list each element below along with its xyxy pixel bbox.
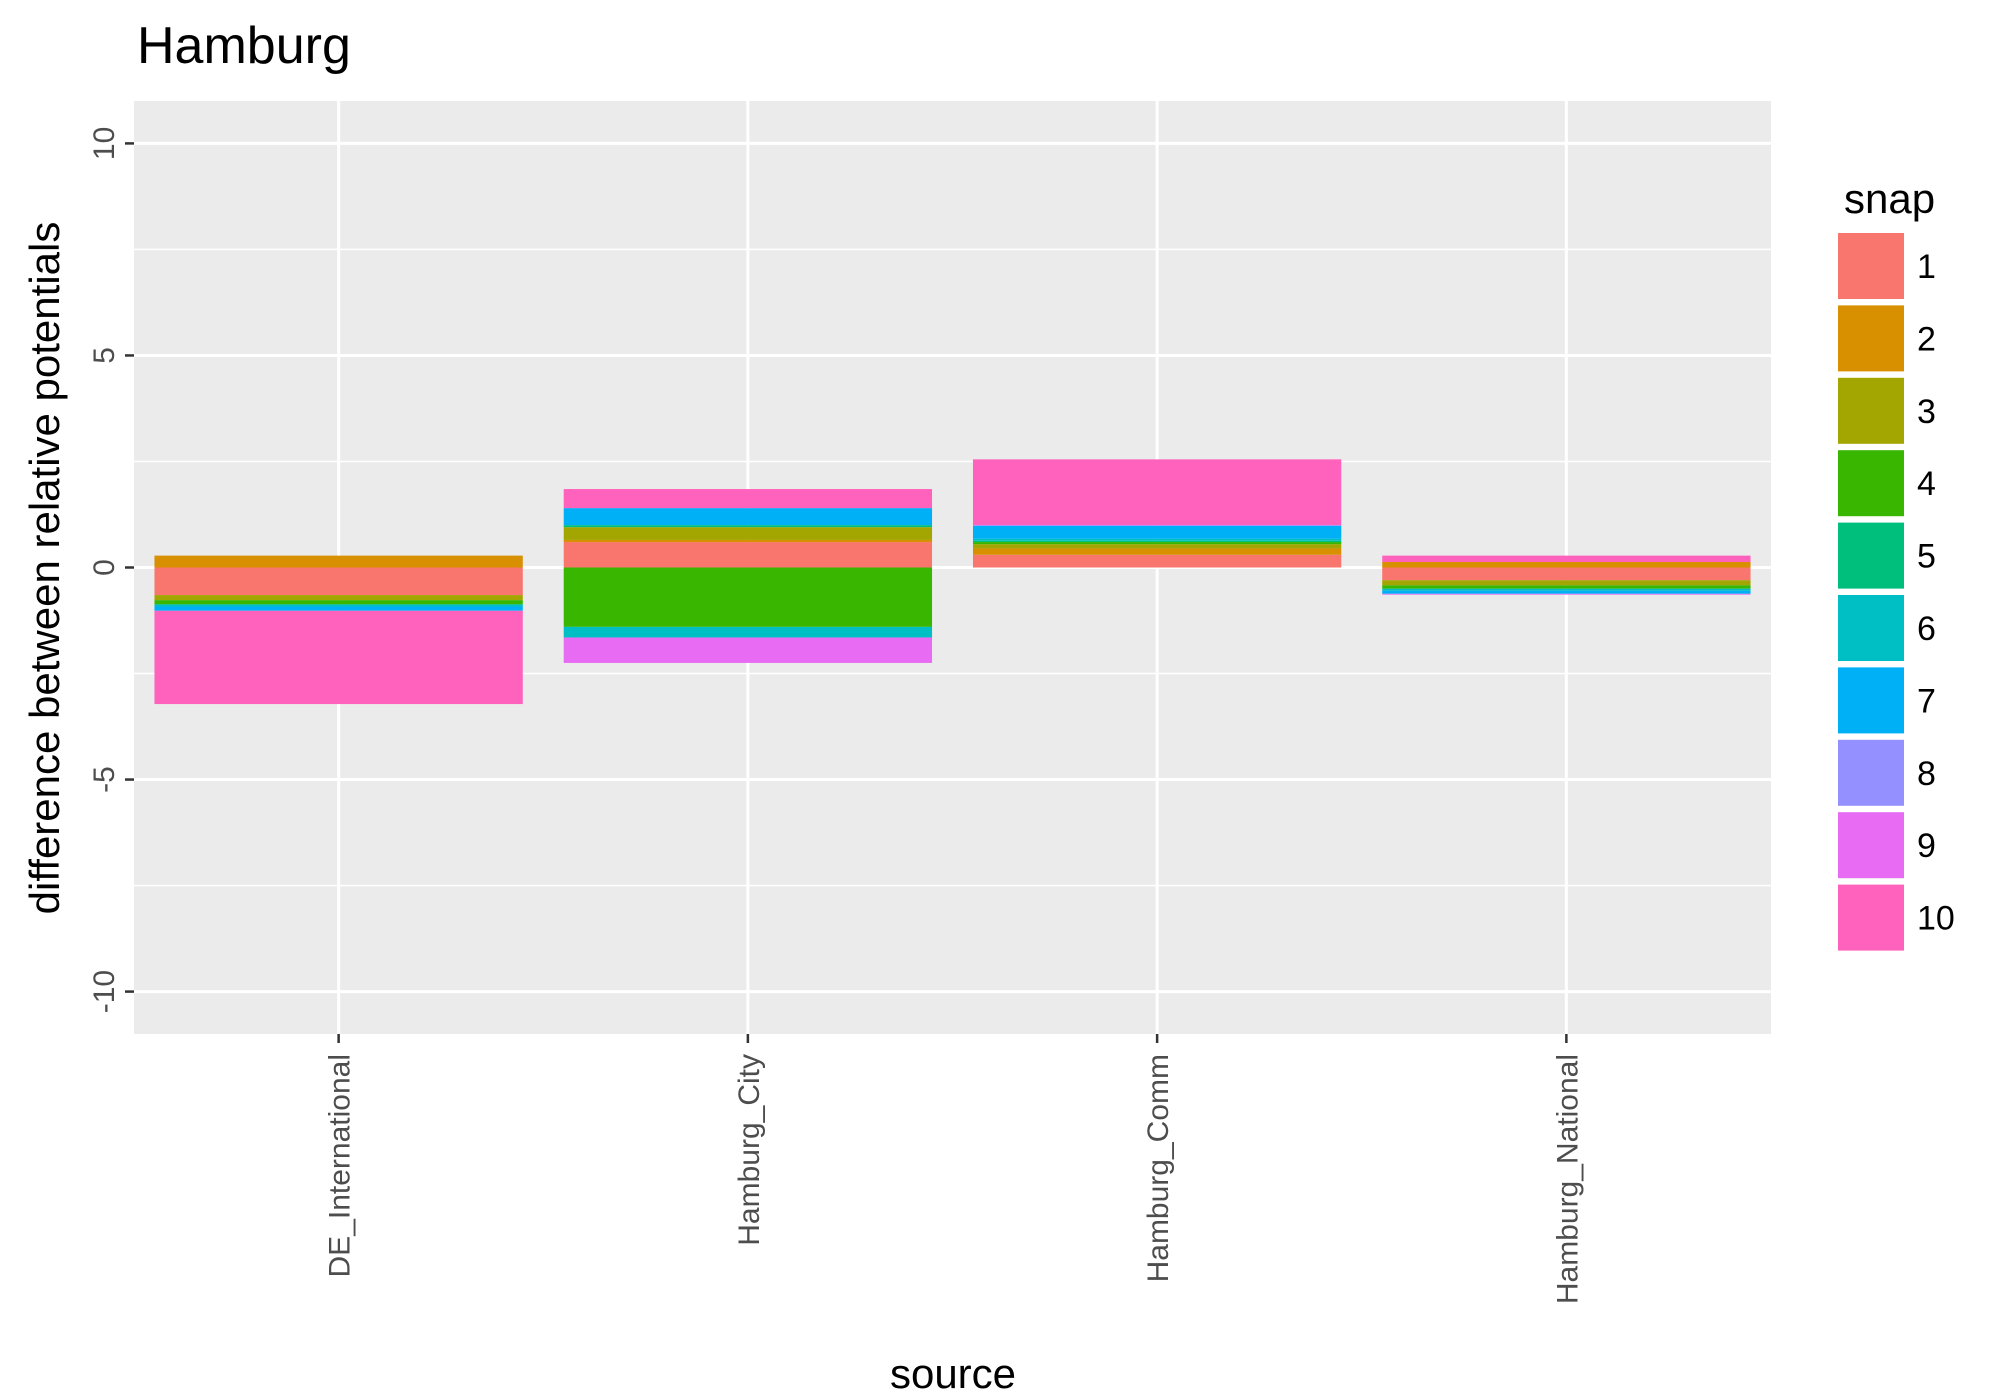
- x-axis: DE_International Hamburg_City Hamburg_Comm…: [324, 1034, 1584, 1304]
- legend-label: 2: [1917, 320, 1936, 358]
- bar-segment: [972, 544, 1342, 549]
- bar-segment: [972, 459, 1342, 526]
- legend-swatch: [1838, 812, 1904, 879]
- bar-segment: [1382, 585, 1751, 589]
- x-axis-title: source: [890, 1350, 1016, 1393]
- bar-segment: [154, 610, 523, 705]
- y-tick-label: 0: [88, 559, 121, 576]
- bar-segment: [972, 542, 1342, 545]
- legend-label: 4: [1917, 465, 1936, 503]
- y-axis: -10 -5 0 5 10: [88, 127, 134, 1013]
- bar-segment: [1382, 561, 1751, 568]
- y-tick-label: -10: [88, 970, 121, 1013]
- legend-swatch: [1838, 884, 1904, 951]
- bar-segment: [1382, 588, 1751, 591]
- legend-label: 9: [1917, 827, 1936, 865]
- legend-swatch: [1838, 305, 1904, 372]
- bar-segment: [563, 525, 933, 528]
- bars: [154, 459, 1751, 705]
- bar-segment: [563, 489, 933, 509]
- legend-swatch: [1838, 377, 1904, 444]
- bar-segment: [154, 600, 523, 605]
- bar-segment: [563, 626, 933, 638]
- legend-label: 6: [1917, 610, 1936, 648]
- bar-segment: [972, 538, 1342, 541]
- bar-segment: [1382, 593, 1751, 595]
- bar-segment: [563, 637, 933, 663]
- bar-segment: [563, 539, 933, 543]
- legend-swatch: [1838, 595, 1904, 661]
- bar-segment: [1382, 580, 1751, 586]
- bar-segment: [154, 606, 523, 611]
- bar-segment: [154, 567, 523, 596]
- bar-segment: [1382, 590, 1751, 594]
- x-tick-label: Hamburg_City: [733, 1054, 766, 1246]
- bar-segment: [1382, 555, 1751, 562]
- bar-segment: [154, 555, 523, 568]
- y-tick-label: 5: [88, 347, 121, 364]
- bar-segment: [154, 595, 523, 601]
- y-axis-title: difference between relative potentials: [21, 222, 68, 915]
- x-tick-label: Hamburg_Comm: [1142, 1054, 1175, 1282]
- legend-label: 5: [1917, 538, 1936, 576]
- y-tick-label: 10: [88, 127, 121, 160]
- bar-segment: [972, 540, 1342, 543]
- bar-segment: [563, 542, 933, 568]
- legend-label: 8: [1917, 755, 1936, 793]
- legend-label: 3: [1917, 393, 1936, 431]
- bar-segment: [972, 548, 1342, 555]
- x-tick-label: Hamburg_National: [1551, 1054, 1584, 1304]
- legend-label: 1: [1917, 248, 1936, 286]
- chart-title: Hamburg: [137, 17, 351, 75]
- bar-segment: [563, 527, 933, 540]
- y-tick-label: -5: [88, 766, 121, 793]
- legend-swatch: [1838, 522, 1904, 589]
- bar-segment: [563, 508, 933, 526]
- legend-swatch: [1838, 450, 1904, 517]
- bar-segment: [972, 525, 1342, 526]
- bar-segment: [972, 525, 1342, 539]
- bar-segment: [563, 567, 933, 627]
- legend-swatch: [1838, 667, 1904, 734]
- legend-label: 10: [1917, 900, 1955, 938]
- bar-segment: [972, 554, 1342, 568]
- legend-swatch: [1838, 233, 1904, 299]
- legend-label: 7: [1917, 682, 1936, 720]
- bar-segment: [1382, 567, 1751, 581]
- x-tick-label: DE_International: [324, 1054, 357, 1277]
- bar-segment: [154, 604, 523, 607]
- legend-title: snap: [1844, 175, 1935, 222]
- legend-swatch: [1838, 739, 1904, 806]
- legend: snap 1 2 3 4 5 6 7 8 9 10: [1838, 175, 1955, 951]
